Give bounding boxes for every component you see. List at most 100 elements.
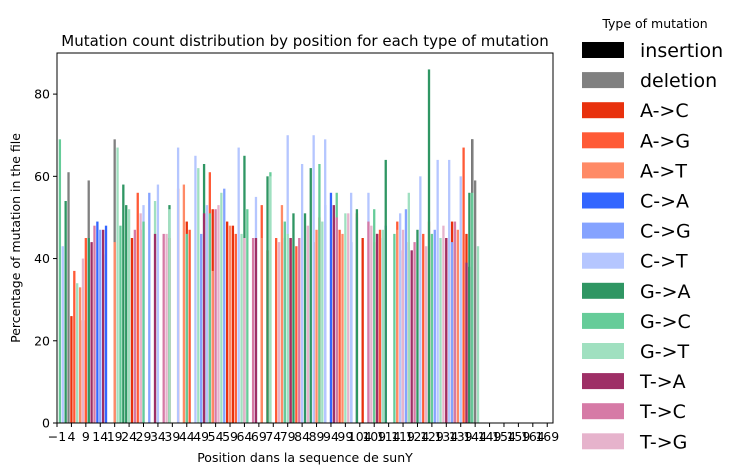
plot-bars	[58, 69, 480, 423]
bar-at-98	[341, 233, 344, 423]
bar-tc-137	[453, 221, 457, 423]
y-tick-label: 40	[34, 251, 50, 266]
bar-gt-38	[168, 209, 171, 423]
bar-cg-57	[223, 188, 226, 423]
x-tick-label: 74	[265, 429, 281, 444]
bar-ga-87	[309, 168, 312, 423]
x-tick-label: 69	[251, 429, 267, 444]
bar-gc-90	[318, 164, 321, 423]
bar-ac-58	[225, 221, 229, 423]
x-tick-label: 104	[348, 429, 372, 444]
bar-ag-140	[462, 147, 465, 423]
x-tick-label: 129	[420, 429, 444, 444]
bar-cg-31	[148, 192, 151, 423]
bar-ca-13	[96, 221, 99, 423]
legend-label-cg: C->G	[640, 221, 691, 243]
bar-deletion-3	[67, 172, 70, 423]
bar-ta-15	[101, 229, 105, 423]
bar-gc-29	[142, 221, 145, 423]
x-tick-label: 39	[164, 429, 180, 444]
bar-gt-79	[286, 233, 289, 423]
x-tick-label: 54	[208, 429, 224, 444]
x-tick-label: 59	[222, 429, 238, 444]
bar-ta-122	[410, 250, 413, 423]
bar-gt-48	[197, 168, 200, 423]
bar-ta-134	[445, 238, 448, 423]
bar-tc-26	[133, 229, 137, 423]
x-tick-label: 134	[434, 429, 458, 444]
bar-tg-37	[165, 233, 168, 423]
bar-at-43	[182, 184, 186, 423]
bar-gc-52	[208, 213, 211, 423]
legend-swatch-insertion	[582, 42, 624, 58]
bar-cg-130	[433, 229, 436, 423]
bar-gt-132	[439, 238, 442, 423]
bar-at-89	[315, 229, 318, 423]
bar-ta-95	[332, 205, 335, 423]
bar-tg-127	[424, 246, 428, 423]
bar-ga-103	[355, 209, 359, 423]
bar-tg-55	[217, 205, 220, 423]
x-tick-label: 154	[492, 429, 516, 444]
legend-swatch-ca	[582, 192, 624, 209]
legend-swatch-ct	[582, 252, 624, 269]
bar-gc-129	[430, 233, 434, 423]
legend-swatch-tg	[582, 433, 624, 450]
x-tick-label: 114	[377, 429, 401, 444]
bar-ac-60	[231, 225, 235, 423]
legend: Type of mutation insertion deletion A->C A-…	[582, 16, 723, 453]
legend-label-ac: A->C	[640, 100, 689, 122]
bar-tc-12	[93, 225, 96, 423]
bar-gc-78	[283, 221, 286, 423]
x-tick-label: 79	[280, 429, 296, 444]
x-tick-label: 139	[449, 429, 473, 444]
x-tick-label: −1	[48, 429, 66, 444]
legend-swatch-ac	[582, 102, 624, 119]
bar-gt-121	[407, 192, 410, 423]
bar-ga-10	[87, 238, 90, 423]
bar-ag-126	[422, 233, 425, 423]
bar-ct-41	[176, 147, 180, 423]
legend-swatch-tc	[582, 403, 624, 420]
x-tick-label: 34	[150, 429, 166, 444]
bar-ta-68	[254, 238, 258, 423]
bar-tc-54	[214, 209, 217, 423]
bar-at-59	[228, 225, 232, 423]
bar-ta-141	[465, 262, 468, 423]
x-tick-label: 9	[82, 429, 90, 444]
bar-ag-5	[73, 270, 76, 423]
legend-label-deletion: deletion	[640, 70, 717, 92]
bar-ct-125	[419, 176, 422, 423]
bar-gc-44	[185, 233, 188, 423]
x-tick-label: 109	[362, 429, 386, 444]
y-tick-label: 20	[34, 333, 50, 348]
bar-gt-24	[127, 209, 131, 423]
legend-label-insertion: insertion	[640, 40, 723, 62]
x-tick-label: 169	[535, 429, 559, 444]
x-tick-label: 64	[236, 429, 252, 444]
bar-ga-113	[384, 159, 387, 423]
bar-ag-97	[338, 229, 341, 423]
bar-ag-82	[295, 246, 298, 423]
bar-ag-75	[275, 238, 278, 423]
bar-ta-110	[375, 233, 379, 423]
bar-ct-118	[399, 213, 402, 423]
x-tick-label: 29	[136, 429, 152, 444]
chart-title: Mutation count distribution by position …	[61, 32, 548, 50]
legend-label-gt: G->T	[640, 341, 689, 363]
bar-tc-107	[367, 221, 370, 423]
bar-ag-111	[378, 229, 382, 423]
bar-ct-62	[237, 147, 240, 423]
bar-gc-65	[246, 209, 249, 423]
legend-swatch-gc	[582, 312, 624, 329]
bar-deletion-144	[473, 180, 477, 423]
bar-ag-9	[84, 238, 87, 423]
bar-ga-81	[292, 213, 295, 423]
bar-ac-105	[361, 238, 364, 423]
bar-at-77	[280, 205, 284, 423]
bar-ct-139	[459, 176, 462, 423]
bar-gt-112	[381, 229, 385, 423]
y-tick-label: 0	[42, 416, 50, 431]
bar-gc-21	[119, 225, 122, 423]
bar-gt-99	[344, 213, 347, 423]
